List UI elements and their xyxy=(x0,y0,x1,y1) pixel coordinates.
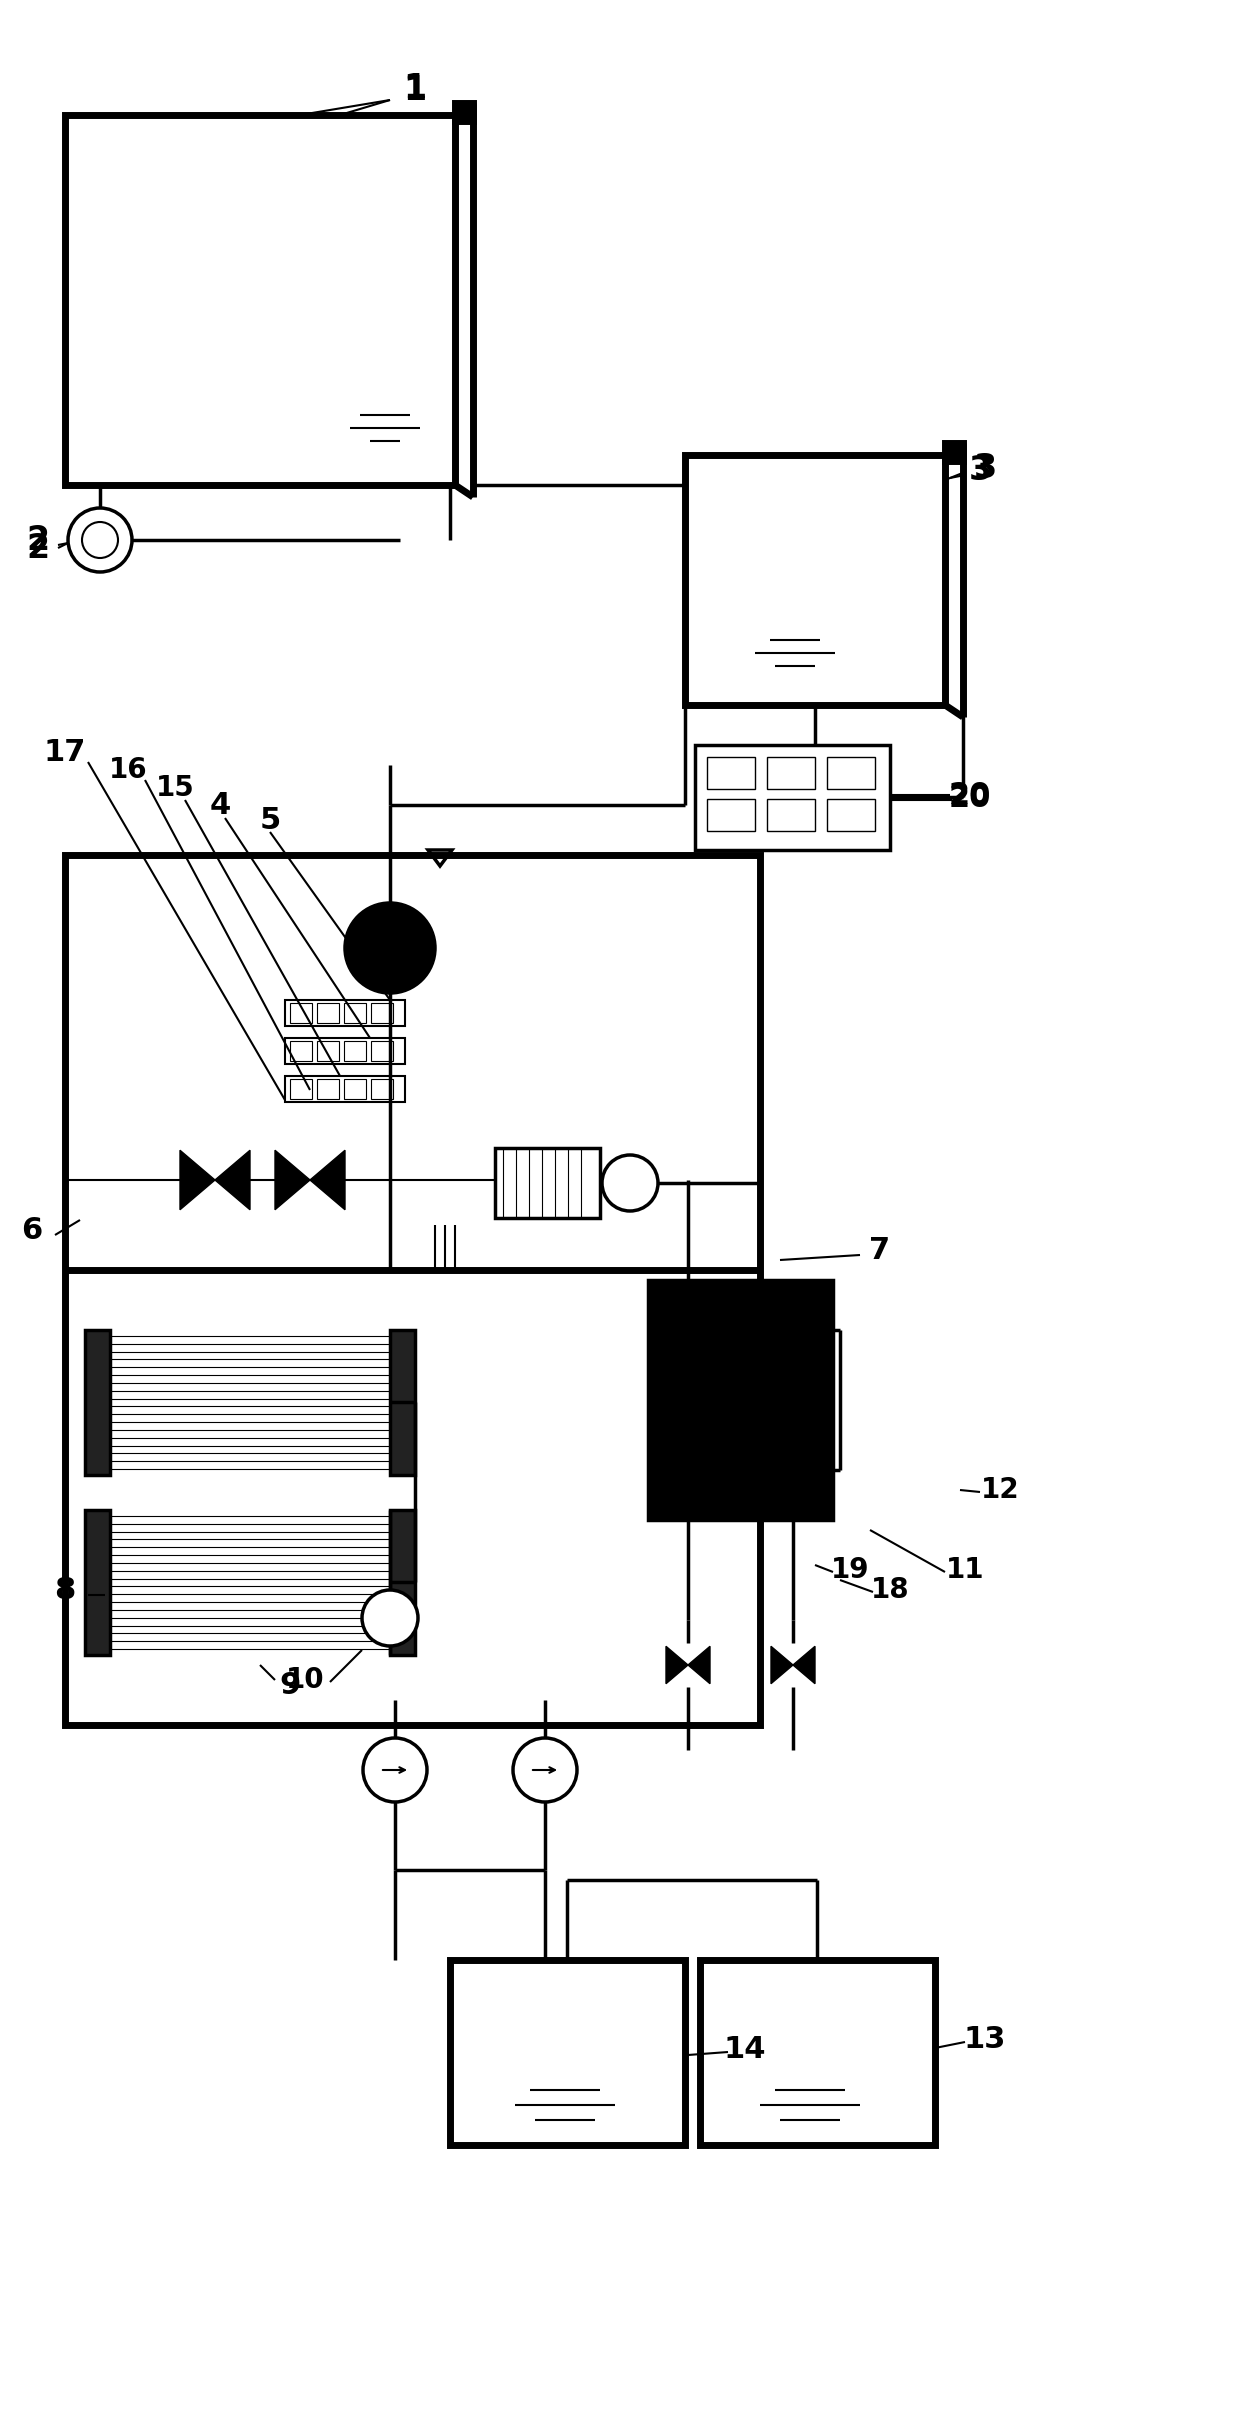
Bar xyxy=(290,1002,312,1024)
Polygon shape xyxy=(794,1647,815,1684)
Bar xyxy=(495,1147,600,1218)
Bar xyxy=(707,757,755,788)
Text: 2: 2 xyxy=(26,524,50,556)
Polygon shape xyxy=(180,1150,215,1211)
Polygon shape xyxy=(771,1647,794,1684)
Text: 8: 8 xyxy=(55,1574,76,1604)
Text: 9: 9 xyxy=(279,1672,300,1701)
Bar xyxy=(391,1329,415,1475)
Text: 14: 14 xyxy=(724,2035,766,2065)
Bar xyxy=(768,757,815,788)
Polygon shape xyxy=(666,1647,688,1684)
Bar xyxy=(391,1509,415,1655)
Bar xyxy=(290,1080,312,1099)
Polygon shape xyxy=(688,1647,711,1684)
Bar xyxy=(343,1041,366,1060)
Bar xyxy=(694,745,890,849)
Text: 1: 1 xyxy=(403,73,427,107)
Bar xyxy=(285,1000,405,1026)
Circle shape xyxy=(363,1737,427,1803)
Bar xyxy=(707,798,755,832)
Bar xyxy=(290,1041,312,1060)
Text: 17: 17 xyxy=(43,738,87,767)
Bar xyxy=(86,1509,110,1655)
Bar xyxy=(649,1281,833,1521)
Polygon shape xyxy=(310,1150,345,1211)
Circle shape xyxy=(345,902,435,992)
Bar xyxy=(86,1329,110,1475)
Bar xyxy=(455,102,472,121)
Bar xyxy=(945,444,963,461)
Text: 20: 20 xyxy=(949,781,991,810)
Circle shape xyxy=(362,1589,418,1645)
Text: 20: 20 xyxy=(949,784,991,813)
Bar xyxy=(64,114,455,485)
Text: 2: 2 xyxy=(26,531,50,565)
Bar xyxy=(684,456,945,706)
Text: 5: 5 xyxy=(259,805,280,835)
Text: 1: 1 xyxy=(403,70,427,104)
Bar xyxy=(371,1002,393,1024)
Text: 10: 10 xyxy=(285,1667,325,1693)
Bar xyxy=(317,1002,339,1024)
Bar xyxy=(371,1080,393,1099)
Polygon shape xyxy=(215,1150,250,1211)
Text: 6: 6 xyxy=(21,1215,42,1245)
Text: 11: 11 xyxy=(946,1555,985,1584)
Text: 16: 16 xyxy=(109,757,148,784)
Polygon shape xyxy=(275,1150,310,1211)
Circle shape xyxy=(513,1737,577,1803)
Bar xyxy=(450,1960,684,2145)
Bar xyxy=(64,854,760,1725)
Text: 7: 7 xyxy=(869,1235,890,1264)
Text: 4: 4 xyxy=(210,791,231,820)
Bar xyxy=(827,757,875,788)
Text: 12: 12 xyxy=(981,1475,1019,1504)
Bar xyxy=(371,1041,393,1060)
Text: 18: 18 xyxy=(870,1577,909,1604)
Text: 13: 13 xyxy=(963,2026,1006,2055)
Circle shape xyxy=(601,1155,658,1211)
Text: 19: 19 xyxy=(831,1555,869,1584)
Bar xyxy=(768,798,815,832)
Bar xyxy=(285,1038,405,1065)
Bar xyxy=(701,1960,935,2145)
Circle shape xyxy=(68,507,131,573)
Bar xyxy=(343,1002,366,1024)
Text: 3: 3 xyxy=(968,454,992,488)
Text: 15: 15 xyxy=(156,774,195,803)
Bar xyxy=(285,1077,405,1101)
Circle shape xyxy=(82,522,118,558)
Bar xyxy=(827,798,875,832)
Bar xyxy=(317,1080,339,1099)
Bar xyxy=(343,1080,366,1099)
Bar xyxy=(317,1041,339,1060)
Text: 3: 3 xyxy=(973,451,997,485)
